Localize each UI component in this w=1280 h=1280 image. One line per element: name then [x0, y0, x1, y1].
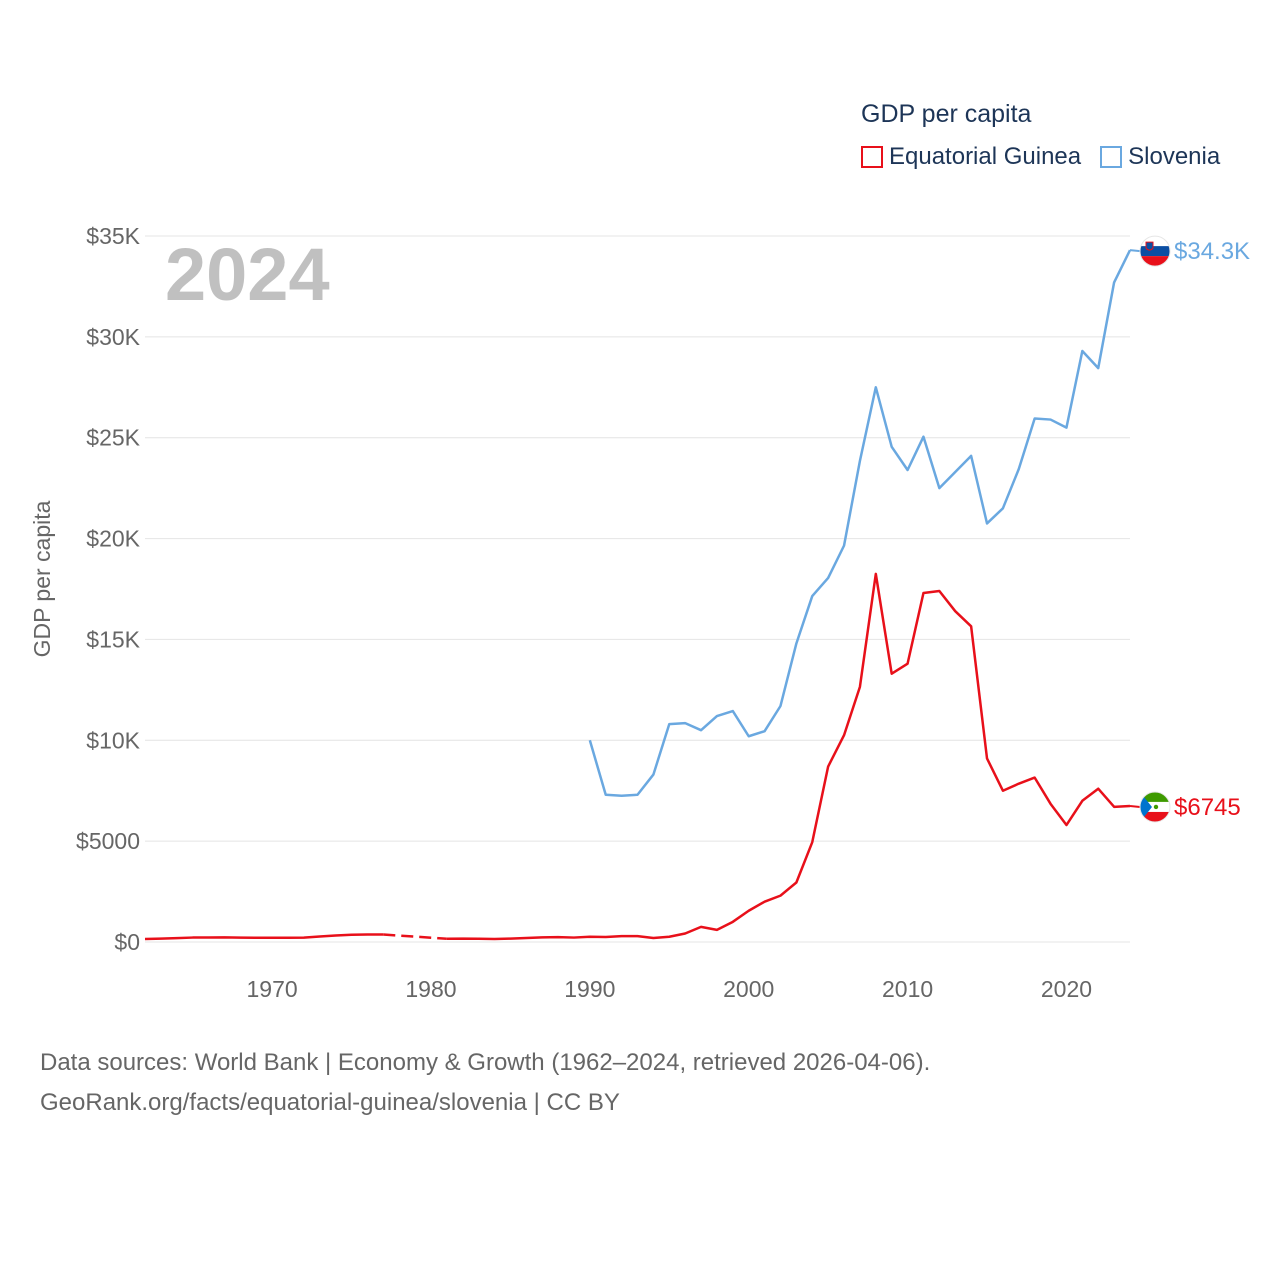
footer: Data sources: World Bank | Economy & Gro… [40, 1043, 930, 1123]
flag-shield [1145, 241, 1154, 251]
y-axis-title: GDP per capita [29, 500, 55, 657]
gdp-chart: $0 $5000 $10K $15K $20K $25K $30K $35K 1970 1980… [29, 223, 1250, 1002]
legend-item-equatorial-guinea[interactable]: Equatorial Guinea [861, 143, 1081, 171]
x-tick-label: 1970 [247, 976, 298, 1002]
flag-triangle [1140, 791, 1152, 822]
y-tick-label: $35K [86, 223, 140, 249]
flag-stripe [1140, 256, 1170, 267]
y-tick-label: $15K [86, 626, 140, 652]
series-layer [144, 249, 1132, 941]
legend-swatch-equatorial-guinea [861, 146, 883, 168]
legend-swatch-slovenia [1100, 146, 1123, 168]
flag-stripe [1140, 236, 1170, 247]
end-value-label-equatorial-guinea: $6745 [1174, 794, 1241, 821]
footer-sources: Data sources: World Bank | Economy & Gro… [40, 1049, 931, 1076]
series-line-equatorial-guinea [144, 933, 384, 941]
end-value-label-slovenia: $34.3K [1174, 238, 1250, 265]
series-line-slovenia [588, 249, 1132, 798]
series-gap-equatorial-guinea [383, 933, 447, 941]
flag-border [1139, 791, 1171, 823]
y-tick-label: $20K [86, 526, 140, 552]
x-tick-label: 2010 [882, 976, 933, 1002]
legend-label-slovenia: Slovenia [1128, 143, 1221, 170]
flag-stripe [1140, 791, 1170, 802]
end-markers: $6745 $34.3K [1129, 235, 1250, 823]
equatorial-guinea-flag [1139, 791, 1171, 823]
x-tick-label: 2020 [1041, 976, 1092, 1002]
y-axis: $0 $5000 $10K $15K $20K $25K $30K $35K [76, 223, 141, 955]
flag-stripe [1140, 246, 1170, 257]
y-tick-label: $5000 [76, 828, 140, 854]
legend: Equatorial Guinea Slovenia [861, 143, 1239, 171]
series-line-equatorial-guinea [446, 572, 1131, 941]
leader-line-equatorial-guinea [1129, 804, 1141, 808]
x-tick-label: 2000 [723, 976, 774, 1002]
y-tick-label: $10K [86, 727, 140, 753]
flag-body [1140, 791, 1170, 822]
grid [145, 235, 1130, 943]
legend-item-slovenia[interactable]: Slovenia [1100, 143, 1220, 171]
flag-stripe [1140, 811, 1170, 822]
y-tick-label: $0 [114, 929, 140, 955]
x-tick-label: 1990 [564, 976, 615, 1002]
footer-link[interactable]: GeoRank.org/facts/equatorial-guinea/slov… [40, 1089, 620, 1116]
flag-emblem [1153, 804, 1159, 810]
y-tick-label: $25K [86, 425, 140, 451]
year-label: 2024 [165, 233, 330, 316]
x-tick-label: 1980 [405, 976, 456, 1002]
leader-line-slovenia [1129, 249, 1141, 253]
y-tick-label: $30K [86, 324, 140, 350]
flag-body [1140, 236, 1170, 267]
legend-title: GDP per capita [861, 100, 1032, 128]
flag-border [1139, 235, 1171, 267]
legend-label-equatorial-guinea: Equatorial Guinea [889, 143, 1082, 170]
slovenia-flag [1139, 235, 1171, 267]
x-axis: 1970 1980 1990 2000 2010 2020 [247, 976, 1093, 1002]
